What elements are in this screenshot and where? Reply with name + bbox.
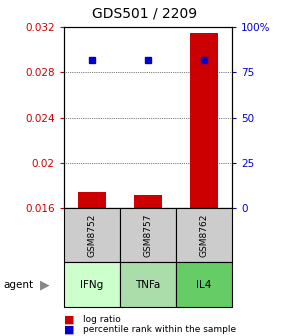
Bar	[120, 208, 176, 262]
Bar	[78, 193, 106, 208]
Text: log ratio: log ratio	[83, 316, 120, 324]
Text: percentile rank within the sample: percentile rank within the sample	[83, 326, 236, 334]
Text: agent: agent	[3, 280, 33, 290]
Text: ▶: ▶	[40, 278, 50, 291]
Bar	[134, 195, 162, 208]
Bar	[120, 262, 176, 307]
Text: GSM8752: GSM8752	[87, 213, 96, 257]
Bar	[64, 262, 120, 307]
Text: GSM8757: GSM8757	[143, 213, 153, 257]
Text: TNFa: TNFa	[135, 280, 161, 290]
Text: GDS501 / 2209: GDS501 / 2209	[93, 6, 197, 20]
Bar	[64, 208, 120, 262]
Text: ■: ■	[64, 315, 74, 325]
Bar	[176, 262, 232, 307]
Bar	[176, 208, 232, 262]
Text: GSM8762: GSM8762	[200, 213, 209, 257]
Text: IFNg: IFNg	[80, 280, 104, 290]
Bar	[190, 33, 218, 208]
Text: IL4: IL4	[196, 280, 212, 290]
Text: ■: ■	[64, 325, 74, 335]
